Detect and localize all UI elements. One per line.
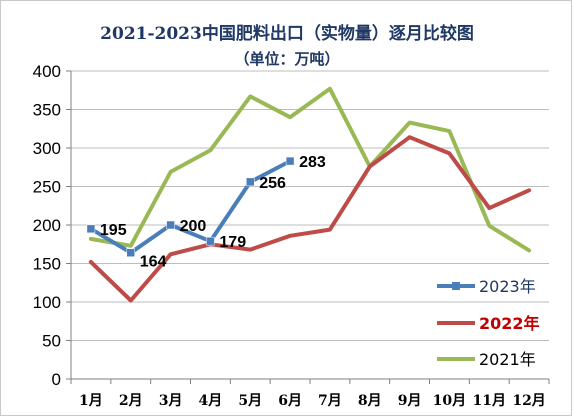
data-label: 256 bbox=[259, 175, 286, 192]
legend-label: 2022年 bbox=[479, 314, 540, 333]
axes: 0 50 100 150 200 250 300 350 400 1月 2月 3月 4月 5月 6月 7月 8月… bbox=[33, 62, 550, 409]
data-point-marker bbox=[126, 248, 135, 257]
series-line-2021年 bbox=[88, 86, 532, 253]
data-label: 283 bbox=[299, 154, 326, 171]
y-tick-label: 350 bbox=[33, 101, 61, 120]
legend-label: 2021年 bbox=[479, 350, 536, 369]
data-point-marker bbox=[86, 224, 96, 234]
y-tick-label: 200 bbox=[33, 216, 61, 235]
data-point-marker bbox=[206, 236, 215, 246]
y-tick-label: 400 bbox=[33, 62, 61, 81]
chart-subtitle: （单位：万吨） bbox=[234, 50, 339, 68]
data-label: 164 bbox=[140, 254, 167, 271]
data-label: 200 bbox=[180, 218, 207, 235]
x-tick-label: 7月 bbox=[318, 393, 342, 409]
x-tick-label: 5月 bbox=[238, 393, 262, 409]
x-tick-label: 3月 bbox=[159, 393, 183, 409]
series-layer bbox=[86, 86, 532, 303]
legend-label: 2023年 bbox=[479, 277, 536, 296]
x-tick-label: 9月 bbox=[398, 393, 422, 409]
x-tick-label: 10月 bbox=[433, 393, 466, 409]
x-tick-label: 4月 bbox=[199, 393, 223, 409]
x-tick-label: 2月 bbox=[119, 393, 143, 409]
chart-title: 2021-2023中国肥料出口（实物量）逐月比较图 bbox=[100, 23, 474, 44]
y-tick-label: 0 bbox=[52, 370, 61, 389]
y-tick-label: 250 bbox=[33, 178, 61, 197]
data-labels: 195 164 200 179 256 283 bbox=[100, 154, 326, 271]
y-tick-label: 150 bbox=[33, 255, 61, 274]
x-tick-label: 11月 bbox=[473, 393, 506, 409]
data-point-marker bbox=[246, 177, 255, 187]
series-line-2023年 bbox=[88, 159, 293, 255]
data-point-marker bbox=[166, 220, 175, 230]
legend-swatch-marker bbox=[452, 282, 460, 290]
x-tick-label: 6月 bbox=[278, 393, 302, 409]
data-label: 179 bbox=[219, 234, 246, 251]
y-tick-label: 300 bbox=[33, 139, 61, 158]
grid-lines bbox=[71, 70, 549, 380]
data-label: 195 bbox=[100, 222, 127, 239]
y-tick-label: 50 bbox=[42, 332, 61, 351]
y-tick-label: 100 bbox=[33, 293, 61, 312]
x-tick-label: 8月 bbox=[358, 393, 382, 409]
legend: 2023年 2022年 2021年 bbox=[437, 277, 540, 369]
data-point-marker bbox=[285, 156, 295, 166]
x-tick-label: 12月 bbox=[512, 393, 545, 409]
series-line-2022年 bbox=[88, 135, 532, 303]
x-tick-label: 1月 bbox=[79, 393, 103, 409]
